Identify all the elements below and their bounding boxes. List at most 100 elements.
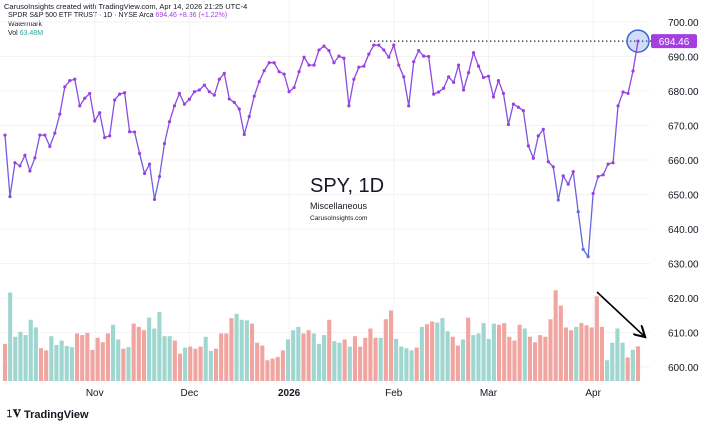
price-point — [272, 61, 276, 65]
watermark-subtitle: Miscellaneous — [310, 201, 368, 211]
price-point — [521, 109, 525, 113]
volume-bar — [177, 353, 183, 381]
price-label-box — [651, 34, 697, 49]
volume-bar — [383, 319, 388, 381]
volume-bar — [121, 348, 126, 381]
x-tick-label: Feb — [385, 388, 403, 399]
price-point — [397, 63, 401, 67]
volume-bar — [13, 336, 18, 381]
price-point — [601, 173, 605, 177]
x-tick-label: Apr — [585, 388, 601, 399]
volume-bar — [368, 328, 373, 381]
volume-bar — [409, 350, 414, 381]
price-point — [576, 210, 580, 214]
price-point — [287, 90, 291, 94]
price-point — [456, 63, 461, 67]
price-point — [342, 56, 346, 60]
price-point — [93, 119, 97, 123]
volume-bar — [59, 340, 64, 381]
volume-bar — [105, 333, 110, 381]
y-tick-label: 670.00 — [668, 122, 699, 133]
volume-bar — [28, 319, 33, 381]
price-point — [113, 98, 117, 102]
volume-bar — [141, 330, 147, 381]
chart-credit: CarusoInsights created with TradingView.… — [4, 2, 248, 11]
volume-bar — [229, 318, 234, 381]
price-point — [461, 88, 466, 92]
volume-bar — [445, 331, 450, 381]
volume-bar — [394, 338, 399, 381]
volume-bar — [126, 347, 131, 381]
price-point — [292, 85, 296, 90]
price-point — [546, 160, 550, 164]
price-point — [402, 75, 406, 79]
price-point — [337, 54, 341, 58]
y-tick-label: 610.00 — [668, 329, 699, 340]
price-point — [152, 197, 157, 201]
price-point — [556, 198, 560, 202]
y-tick-label: 660.00 — [668, 156, 699, 167]
volume-bar — [301, 333, 306, 381]
volume-bar — [322, 335, 327, 381]
volume-bar — [136, 326, 141, 381]
volume-bar — [285, 339, 291, 381]
price-point — [307, 63, 311, 67]
price-point — [23, 153, 27, 157]
volume-bar — [502, 323, 507, 381]
price-point — [591, 191, 595, 196]
volume-bar — [219, 333, 224, 381]
price-point — [58, 112, 62, 116]
volume-bar — [615, 328, 620, 381]
volume-bar — [183, 347, 188, 381]
volume-bar — [239, 319, 244, 381]
volume-bar — [347, 346, 352, 381]
price-point — [347, 104, 351, 108]
volume-bar — [610, 342, 615, 381]
volume-bar — [49, 336, 54, 381]
symbol-legend: SPDR S&P 500 ETF TRUST · 1D · NYSE Arca … — [8, 12, 227, 19]
volume-bar — [496, 324, 502, 381]
price-point — [362, 64, 366, 68]
price-point — [28, 169, 32, 173]
volume-bar — [224, 333, 229, 381]
volume-bar — [131, 323, 136, 381]
volume-bar — [74, 333, 80, 381]
price-point — [262, 69, 266, 73]
price-point — [387, 55, 391, 59]
price-point — [317, 48, 321, 52]
volume-bar — [594, 296, 599, 381]
volume-bar — [517, 324, 522, 381]
price-point — [252, 94, 256, 98]
price-point — [18, 164, 22, 168]
volume-bar — [265, 360, 270, 381]
price-point — [446, 75, 451, 79]
price-point — [162, 141, 167, 146]
price-point — [212, 93, 216, 97]
price-point — [541, 127, 545, 131]
volume-bar — [90, 349, 95, 381]
y-tick-label: 600.00 — [668, 363, 699, 374]
volume-bar — [80, 335, 85, 381]
price-point — [561, 174, 565, 178]
volume-bar — [188, 346, 193, 381]
volume-bar — [208, 350, 213, 381]
volume-bar — [543, 336, 548, 381]
y-tick-label: 630.00 — [668, 260, 699, 271]
current-price-label: 694.46 — [659, 37, 690, 48]
y-tick-label: 620.00 — [668, 294, 699, 305]
volume-bar — [147, 317, 152, 381]
volume-bar — [255, 342, 260, 381]
price-point — [606, 162, 610, 166]
down-arrow-annotation — [596, 291, 644, 336]
tradingview-logo: 𝟷𝐕 TradingView — [6, 408, 89, 421]
volume-bar — [332, 341, 337, 381]
watermark-title: SPY, 1D — [310, 175, 384, 197]
volume-bar — [152, 328, 157, 381]
price-point — [571, 170, 575, 174]
volume-bar — [579, 323, 584, 381]
price-point — [471, 51, 476, 55]
price-point — [63, 85, 67, 89]
price-point — [142, 171, 147, 176]
volume-bar — [54, 344, 59, 381]
